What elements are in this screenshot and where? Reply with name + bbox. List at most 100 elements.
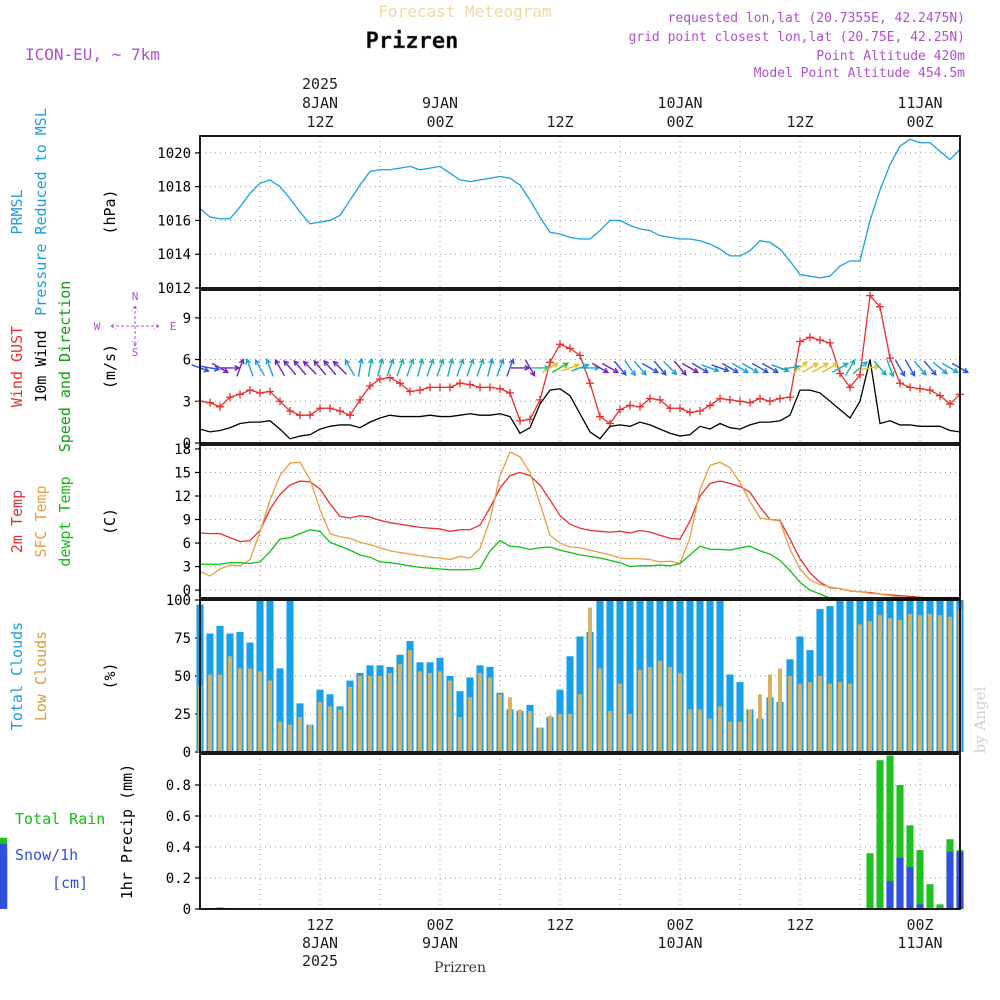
- side-label: Speed and Direction: [56, 281, 74, 453]
- y-tick-label: 3: [183, 394, 191, 410]
- wind-arrow-head: [203, 366, 210, 373]
- time-label-bottom: 10JAN: [657, 934, 702, 952]
- wind-arrow: [894, 359, 906, 377]
- wind-arrow-head: [702, 367, 710, 374]
- wind-arrow-head: [213, 365, 221, 372]
- gust-marker: [476, 383, 484, 392]
- wind-arrow: [466, 359, 474, 377]
- bar-snow-1h: [886, 881, 894, 909]
- bar-low-clouds: [628, 714, 632, 752]
- compass-w: W: [94, 320, 101, 333]
- bar-low-clouds: [538, 727, 542, 752]
- y-tick-label: 1016: [157, 213, 191, 229]
- gust-marker: [506, 388, 514, 397]
- wind-arrow: [476, 359, 484, 377]
- wind-arrow-head: [254, 358, 261, 366]
- wind-arrow: [861, 365, 879, 371]
- time-label-bottom: 12Z: [306, 916, 333, 934]
- side-label: Snow/1h: [15, 846, 78, 864]
- time-label-bottom: 2025: [302, 952, 338, 970]
- gust-marker: [686, 408, 694, 417]
- wind-arrow-head: [478, 358, 485, 365]
- bar-total-rain: [916, 850, 924, 909]
- gust-marker: [466, 380, 474, 389]
- wind-arrow: [571, 364, 589, 372]
- wind-arrow: [561, 364, 579, 372]
- time-label-top: 12Z: [786, 113, 813, 131]
- wind-arrow: [751, 362, 769, 373]
- y-tick-label: 15: [174, 465, 191, 481]
- wind-arrow-head: [524, 364, 531, 371]
- gust-marker: [946, 400, 954, 409]
- wind-arrow: [551, 362, 569, 373]
- bar-low-clouds: [418, 671, 422, 752]
- bar-low-clouds: [558, 714, 562, 752]
- bar-low-clouds: [488, 677, 492, 752]
- gust-marker: [246, 386, 254, 395]
- bar-low-clouds: [678, 672, 682, 752]
- bar-low-clouds: [688, 709, 692, 752]
- bar-total-clouds: [726, 674, 734, 752]
- bar-low-clouds: [708, 718, 712, 752]
- gust-marker: [616, 405, 624, 414]
- model-label: ICON-EU, ~ 7km: [25, 45, 160, 64]
- gust-marker: [876, 302, 884, 311]
- wind-arrow: [932, 361, 948, 375]
- time-label-top: 12Z: [546, 113, 573, 131]
- bar-total-rain: [936, 904, 944, 909]
- meteogram-panels: 1012 1014 1016 1018 1020 (hPa) PRMSL Pressure R…: [0, 108, 970, 918]
- wind-arrow-head: [652, 367, 660, 374]
- wind-arrow-head: [692, 367, 700, 374]
- y-tick-label: 18: [174, 442, 191, 458]
- wind-arrow-head: [508, 358, 515, 365]
- panel-frame: [199, 289, 961, 444]
- wind-arrow: [367, 358, 373, 377]
- wind-arrow: [416, 359, 424, 377]
- side-label: PRMSL: [8, 189, 26, 234]
- gust-marker: [366, 381, 374, 390]
- bar-total-clouds: [616, 600, 624, 752]
- side-label: Total Rain: [15, 810, 105, 828]
- wind-arrow: [396, 359, 404, 377]
- wind-arrow: [486, 359, 494, 377]
- wind-arrow: [446, 359, 454, 377]
- y-tick-label: 6: [183, 353, 191, 369]
- wind-arrow-head: [861, 361, 869, 368]
- wind-arrow-head: [222, 367, 230, 374]
- wind-arrow-head: [620, 369, 627, 376]
- wind-arrow-head: [952, 367, 960, 374]
- wind-arrow-head: [552, 362, 560, 369]
- wind-arrow-head: [313, 359, 320, 367]
- y-tick-label: 75: [174, 631, 191, 647]
- wind-arrow: [236, 359, 244, 377]
- y-tick-label: 1018: [157, 180, 191, 196]
- wind-arrow-head: [849, 358, 856, 366]
- gust-marker: [726, 395, 734, 404]
- gust-marker: [266, 387, 274, 396]
- location-title: Prizren: [366, 29, 459, 54]
- wind-arrow-head: [283, 359, 290, 367]
- gust-marker: [886, 354, 894, 363]
- wind-arrow-head: [332, 360, 339, 367]
- wind-arrow: [673, 360, 687, 376]
- wind-arrow-head: [274, 358, 281, 366]
- bar-total-clouds: [276, 668, 284, 752]
- gust-marker: [326, 404, 334, 413]
- time-label-bottom: 8JAN: [302, 934, 338, 952]
- time-label-top: 10JAN: [657, 94, 702, 112]
- wind-arrow-head: [920, 369, 927, 376]
- gust-marker: [926, 386, 934, 395]
- wind-arrow: [801, 362, 819, 373]
- bar-total-clouds: [696, 600, 704, 752]
- wind-arrow-head: [302, 360, 309, 367]
- bar-low-clouds: [208, 674, 212, 752]
- bar-low-clouds: [588, 607, 592, 752]
- wind-arrow-head: [793, 364, 801, 370]
- wind-arrow-head: [562, 362, 570, 369]
- bar-total-clouds: [716, 600, 724, 752]
- y-tick-label: 0: [183, 583, 191, 599]
- bar-total-rain: [866, 853, 874, 909]
- compass-arrows: [110, 305, 160, 347]
- bar-low-clouds: [498, 694, 502, 752]
- wind-arrow: [333, 361, 347, 375]
